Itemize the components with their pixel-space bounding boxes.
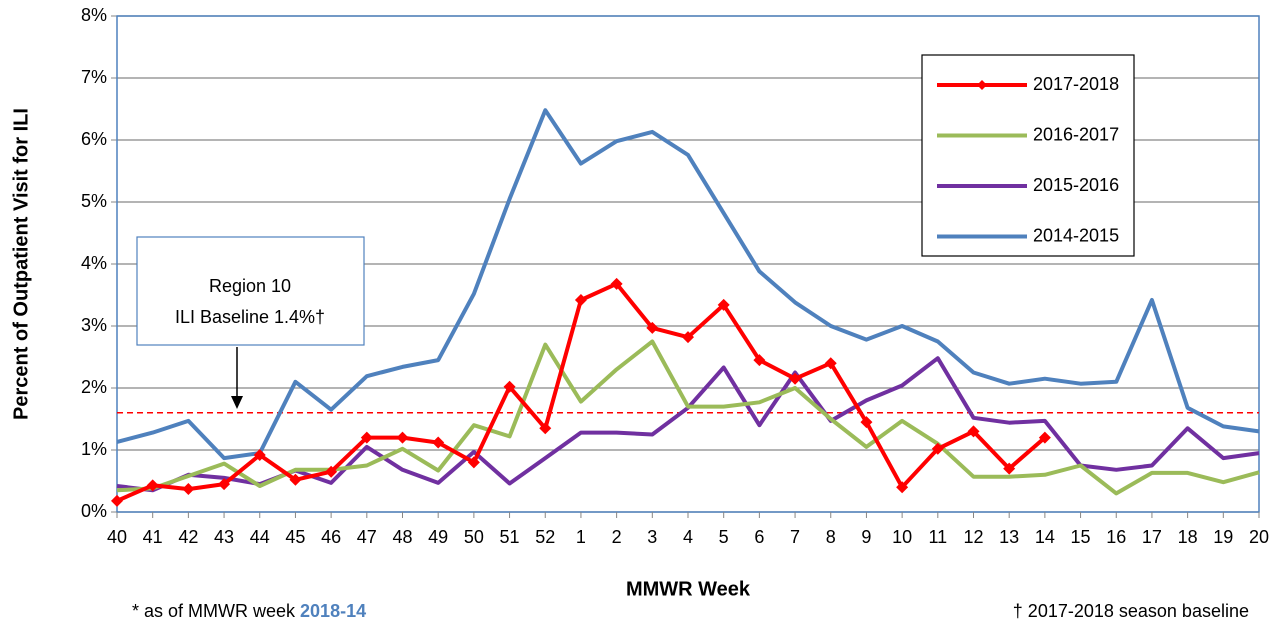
series-marker — [218, 478, 231, 491]
x-tick-label: 9 — [861, 527, 871, 547]
series-marker — [360, 431, 373, 444]
x-tick-label: 13 — [999, 527, 1019, 547]
footnote-text: * as of MMWR week — [132, 601, 300, 621]
series-marker — [289, 473, 302, 486]
x-tick-label: 11 — [928, 527, 947, 547]
x-tick-label: 4 — [683, 527, 693, 547]
footnote: * as of MMWR week 2018-14 — [132, 601, 366, 621]
x-tick-label: 42 — [178, 527, 198, 547]
series-line — [116, 339, 1260, 496]
series-marker — [432, 436, 445, 449]
x-tick-label: 20 — [1249, 527, 1269, 547]
series-marker — [931, 442, 944, 455]
x-tick-label: 6 — [754, 527, 764, 547]
series-marker — [896, 481, 909, 494]
footnote: † 2017-2018 season baseline — [1013, 601, 1249, 621]
series-marker — [1038, 431, 1051, 444]
legend-label: 2015-2016 — [1033, 175, 1119, 195]
x-tick-label: 41 — [143, 527, 163, 547]
x-tick-label: 45 — [285, 527, 305, 547]
series-marker — [467, 456, 480, 469]
legend-label: 2016-2017 — [1033, 124, 1119, 144]
annotation-box — [136, 236, 365, 346]
series-marker — [789, 372, 802, 385]
x-tick-label: 10 — [892, 527, 912, 547]
series-marker — [111, 494, 123, 507]
y-tick-label: 3% — [81, 315, 107, 335]
legend-marker — [977, 80, 987, 90]
x-tick-label: 12 — [963, 527, 983, 547]
annotation-arrowhead — [231, 396, 243, 409]
series-marker — [646, 321, 659, 334]
x-axis-title: MMWR Week — [626, 578, 751, 600]
series-marker — [503, 380, 516, 393]
series-line — [116, 108, 1260, 461]
series-marker — [182, 483, 195, 496]
x-tick-label: 14 — [1035, 527, 1055, 547]
series-marker — [967, 425, 980, 438]
x-tick-label: 7 — [790, 527, 800, 547]
annotation-text: ILI Baseline 1.4%† — [175, 307, 325, 327]
series-marker — [753, 354, 766, 367]
x-tick-label: 50 — [464, 527, 484, 547]
series-marker — [824, 357, 837, 370]
x-tick-label: 48 — [392, 527, 412, 547]
x-tick-label: 46 — [321, 527, 341, 547]
y-tick-label: 1% — [81, 439, 107, 459]
x-tick-label: 1 — [576, 527, 586, 547]
series-marker — [539, 422, 552, 435]
y-tick-label: 0% — [81, 501, 107, 521]
footnote-week: 2018-14 — [300, 601, 366, 621]
legend-box — [921, 54, 1135, 257]
series-marker — [1003, 462, 1016, 475]
annotation-text: Region 10 — [209, 276, 291, 296]
x-tick-label: 8 — [826, 527, 836, 547]
series-marker — [396, 431, 409, 444]
x-tick-label: 19 — [1213, 527, 1233, 547]
series-marker — [574, 293, 587, 306]
x-tick-label: 49 — [428, 527, 448, 547]
x-tick-label: 51 — [500, 527, 520, 547]
x-tick-label: 15 — [1071, 527, 1091, 547]
y-tick-label: 7% — [81, 67, 107, 87]
y-tick-label: 2% — [81, 377, 107, 397]
x-tick-label: 18 — [1178, 527, 1198, 547]
series-marker — [325, 465, 338, 478]
series-marker — [860, 416, 873, 429]
legend-label: 2014-2015 — [1033, 225, 1119, 245]
x-tick-label: 3 — [647, 527, 657, 547]
y-tick-label: 4% — [81, 253, 107, 273]
x-tick-label: 44 — [250, 527, 270, 547]
legend-label: 2017-2018 — [1033, 74, 1119, 94]
x-tick-label: 5 — [719, 527, 729, 547]
x-tick-label: 52 — [535, 527, 555, 547]
x-tick-label: 16 — [1106, 527, 1126, 547]
series-marker — [717, 298, 730, 311]
x-tick-label: 47 — [357, 527, 377, 547]
series-marker — [253, 448, 266, 461]
x-tick-label: 2 — [612, 527, 622, 547]
series-marker — [682, 331, 694, 344]
x-tick-label: 43 — [214, 527, 234, 547]
series-marker — [610, 277, 623, 290]
y-tick-label: 6% — [81, 129, 107, 149]
y-tick-label: 5% — [81, 191, 107, 211]
x-tick-label: 40 — [107, 527, 127, 547]
series-marker — [146, 479, 159, 492]
y-tick-label: 8% — [81, 5, 107, 25]
y-axis-title: Percent of Outpatient Visit for ILI — [10, 108, 32, 420]
x-tick-label: 17 — [1142, 527, 1162, 547]
